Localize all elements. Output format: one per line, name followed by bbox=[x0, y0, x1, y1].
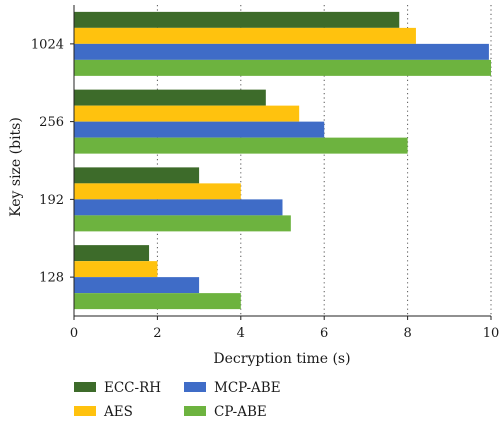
x-axis-title: Decryption time (s) bbox=[213, 351, 350, 367]
bar-cp-abe-128 bbox=[74, 293, 241, 310]
y-tick-label-1024: 1024 bbox=[31, 37, 64, 52]
bar-mcp-abe-1024 bbox=[74, 43, 489, 60]
bar-mcp-abe-256 bbox=[74, 121, 325, 138]
x-tick-label-4: 4 bbox=[237, 326, 245, 341]
x-tick-label-6: 6 bbox=[320, 326, 328, 341]
x-tick-label-10: 10 bbox=[483, 326, 500, 341]
bar-mcp-abe-192 bbox=[74, 199, 283, 216]
bars bbox=[74, 11, 491, 310]
legend-swatch-aes bbox=[74, 406, 96, 416]
bar-mcp-abe-128 bbox=[74, 277, 200, 294]
bar-cp-abe-256 bbox=[74, 137, 408, 154]
bar-ecc-rh-128 bbox=[74, 245, 150, 262]
legend: ECC-RH AES MCP-ABE CP-ABE bbox=[74, 380, 281, 420]
y-axis-title: Key size (bits) bbox=[8, 117, 24, 217]
y-tick-label-256: 256 bbox=[39, 115, 64, 130]
bar-aes-128 bbox=[74, 261, 158, 278]
bar-ecc-rh-1024 bbox=[74, 11, 400, 28]
x-tick-label-2: 2 bbox=[153, 326, 161, 341]
legend-swatch-cp-abe bbox=[184, 406, 206, 416]
legend-label-cp-abe: CP-ABE bbox=[214, 404, 267, 420]
legend-swatch-ecc-rh bbox=[74, 382, 96, 392]
bar-aes-256 bbox=[74, 105, 300, 122]
legend-label-mcp-abe: MCP-ABE bbox=[214, 380, 281, 396]
x-tick-label-0: 0 bbox=[70, 326, 78, 341]
legend-label-aes: AES bbox=[103, 404, 133, 420]
bar-aes-1024 bbox=[74, 27, 416, 44]
bar-ecc-rh-256 bbox=[74, 89, 266, 106]
bar-aes-192 bbox=[74, 183, 241, 200]
legend-swatch-mcp-abe bbox=[184, 382, 206, 392]
x-tick-label-8: 8 bbox=[403, 326, 411, 341]
axes: 128 192 256 1024 0 2 4 6 8 10 bbox=[31, 5, 499, 341]
bar-ecc-rh-192 bbox=[74, 167, 200, 184]
legend-label-ecc-rh: ECC-RH bbox=[104, 380, 161, 396]
y-tick-label-128: 128 bbox=[39, 271, 64, 286]
y-tick-label-192: 192 bbox=[39, 193, 64, 208]
bar-cp-abe-192 bbox=[74, 215, 291, 232]
bar-cp-abe-1024 bbox=[74, 59, 491, 76]
